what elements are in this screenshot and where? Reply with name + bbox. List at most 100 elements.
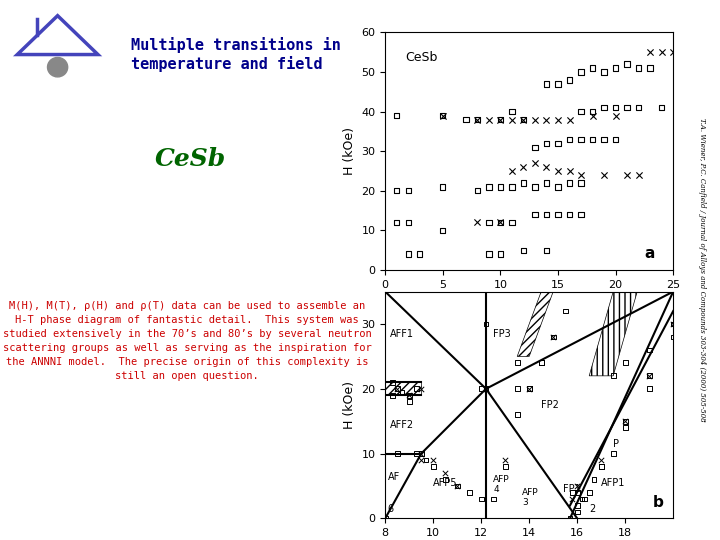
Y-axis label: H (kOe): H (kOe) [343, 381, 356, 429]
Point [475, 495, 487, 503]
Point [541, 115, 552, 124]
Text: M(H), M(T), ρ(H) and ρ(T) data can be used to assemble an H-T phase diagram of f: M(H), M(T), ρ(H) and ρ(T) data can be us… [3, 301, 372, 381]
Point [451, 482, 463, 490]
Point [518, 115, 529, 124]
Point [410, 449, 422, 458]
Point [610, 103, 621, 112]
Point [506, 115, 518, 124]
Point [598, 103, 610, 112]
Point [559, 307, 571, 315]
Point [379, 514, 391, 523]
Point [523, 384, 535, 393]
Bar [385, 382, 421, 395]
Point [483, 183, 495, 191]
Text: CeSb: CeSb [405, 51, 438, 64]
Point [529, 183, 541, 191]
Point [460, 115, 472, 124]
Point [552, 139, 564, 147]
Point [644, 64, 656, 72]
Point [518, 246, 529, 254]
Point [564, 135, 575, 144]
Point [472, 115, 483, 124]
Point [587, 135, 598, 144]
Point [572, 482, 583, 490]
Point [567, 495, 578, 503]
Point [420, 456, 432, 464]
Point [588, 475, 600, 484]
Point [572, 501, 583, 510]
Point [523, 384, 535, 393]
Text: T.A. Wiener, P.C. Canfield / Journal of Alloys and Compounds 303-304 (2000) 505-: T.A. Wiener, P.C. Canfield / Journal of … [698, 118, 706, 422]
Point [667, 320, 679, 328]
Point [552, 167, 564, 176]
Point [564, 179, 575, 187]
Point [451, 482, 463, 490]
Point [391, 218, 402, 227]
Point [480, 384, 492, 393]
Point [595, 462, 607, 471]
Text: AFP
4: AFP 4 [493, 475, 510, 495]
Point [572, 488, 583, 497]
Point [506, 218, 518, 227]
Text: AFP5: AFP5 [433, 478, 458, 488]
Point [564, 210, 575, 219]
Point [464, 488, 475, 497]
Point [529, 210, 541, 219]
Point [633, 171, 644, 179]
Point [403, 391, 415, 400]
Point [495, 250, 506, 259]
Point [572, 508, 583, 516]
Point [415, 456, 427, 464]
Point [437, 226, 449, 235]
Point [495, 115, 506, 124]
Point [587, 107, 598, 116]
Point [667, 333, 679, 341]
Point [518, 163, 529, 171]
Point [410, 384, 422, 393]
Point [495, 183, 506, 191]
Text: AFF2: AFF2 [390, 420, 414, 430]
Point [541, 163, 552, 171]
Point [541, 210, 552, 219]
Text: Multiple transitions in
temperature and field: Multiple transitions in temperature and … [132, 37, 341, 72]
Point [633, 64, 644, 72]
Text: FP1: FP1 [563, 484, 580, 495]
Point [667, 320, 679, 328]
Point [547, 333, 559, 341]
Point [587, 64, 598, 72]
Point [667, 320, 679, 328]
Point [541, 79, 552, 88]
Point [564, 167, 575, 176]
Point [415, 449, 427, 458]
Point [391, 186, 402, 195]
Point [518, 115, 529, 124]
Point [583, 488, 595, 497]
Point [472, 186, 483, 195]
Point [575, 107, 587, 116]
Point [608, 372, 619, 380]
Point [495, 218, 506, 227]
Point [564, 514, 576, 523]
Text: 6: 6 [387, 504, 394, 514]
Point [437, 111, 449, 120]
Point [387, 391, 398, 400]
Text: AFP1: AFP1 [601, 478, 626, 488]
Point [541, 246, 552, 254]
Point [610, 64, 621, 72]
Point [619, 423, 631, 432]
Point [472, 115, 483, 124]
Point [439, 469, 451, 477]
X-axis label: T (K): T (K) [514, 295, 544, 308]
Point [598, 135, 610, 144]
Point [402, 186, 414, 195]
Point [552, 183, 564, 191]
Point [392, 384, 403, 393]
Text: AFF1: AFF1 [390, 329, 414, 339]
Point [529, 143, 541, 152]
Text: CeSb: CeSb [156, 147, 226, 171]
Text: AFP
3: AFP 3 [522, 488, 539, 508]
Point [621, 103, 633, 112]
Point [500, 462, 511, 471]
Circle shape [48, 57, 68, 77]
Point [437, 183, 449, 191]
